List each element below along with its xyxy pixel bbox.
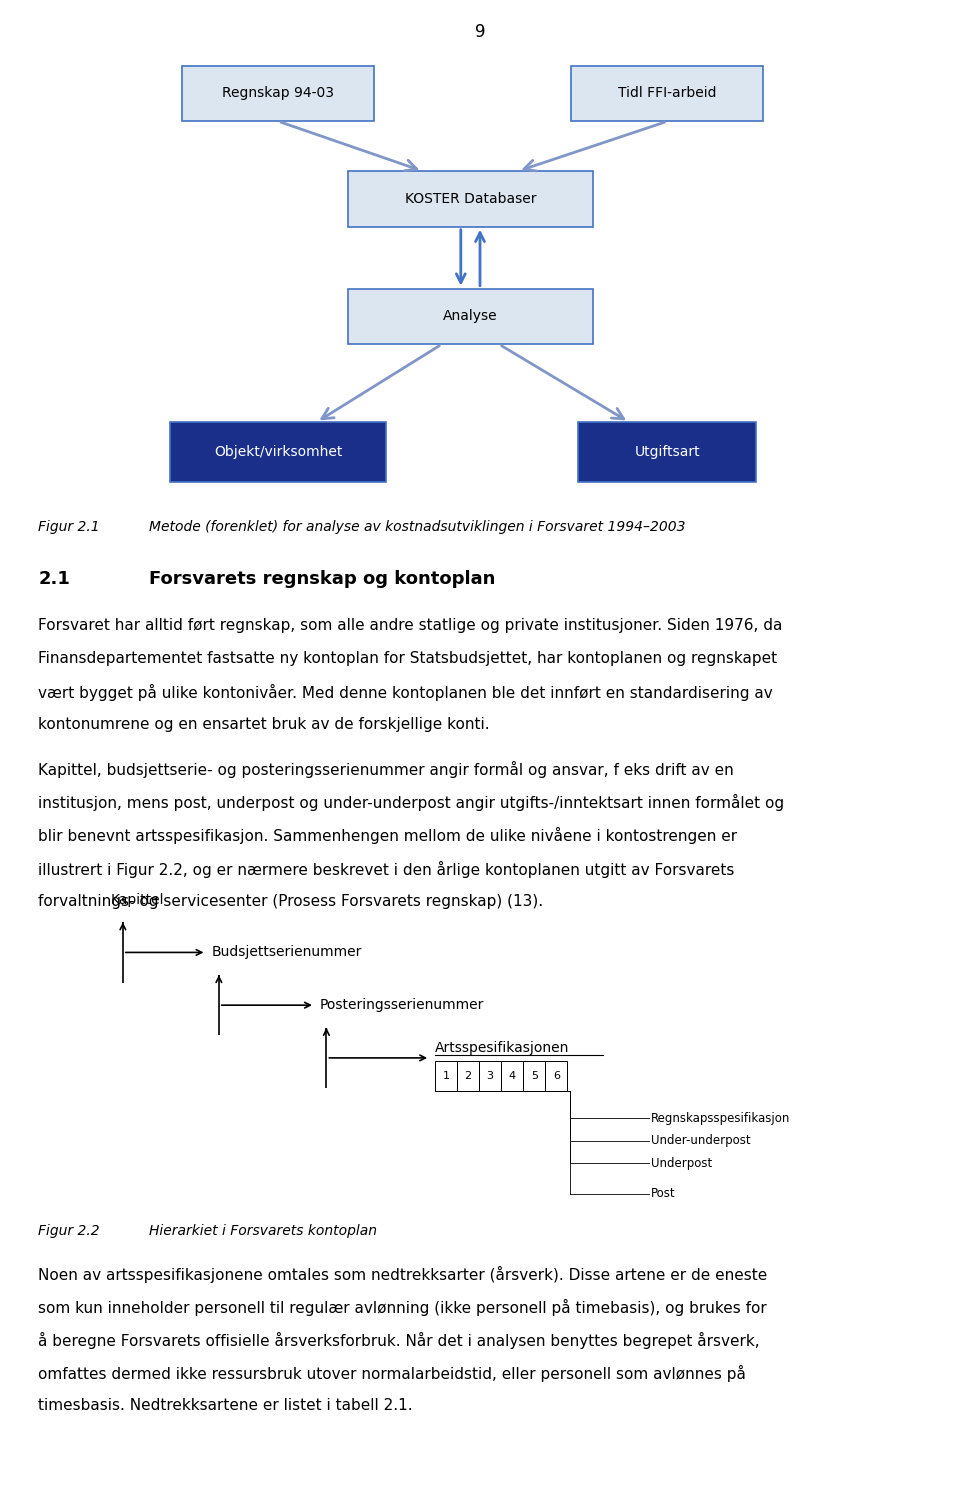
FancyBboxPatch shape (170, 422, 386, 482)
Text: 1: 1 (443, 1071, 449, 1081)
FancyBboxPatch shape (571, 65, 763, 122)
Text: Regnskap 94-03: Regnskap 94-03 (223, 86, 334, 101)
Text: vært bygget på ulike kontonivåer. Med denne kontoplanen ble det innført en stand: vært bygget på ulike kontonivåer. Med de… (38, 684, 773, 701)
Text: Tidl FFI-arbeid: Tidl FFI-arbeid (618, 86, 716, 101)
Text: Posteringsserienummer: Posteringsserienummer (320, 998, 484, 1013)
Bar (479, 1061, 501, 1091)
Text: Under-underpost: Under-underpost (651, 1135, 751, 1147)
Text: timesbasis. Nedtrekksartene er listet i tabell 2.1.: timesbasis. Nedtrekksartene er listet i … (38, 1398, 413, 1414)
Text: Metode (forenklet) for analyse av kostnadsutviklingen i Forsvaret 1994–2003: Metode (forenklet) for analyse av kostna… (149, 520, 685, 533)
Text: Post: Post (651, 1188, 676, 1200)
Text: 2.1: 2.1 (38, 570, 70, 588)
Text: 9: 9 (475, 23, 485, 41)
Text: Kapittel, budsjettserie- og posteringsserienummer angir formål og ansvar, f eks : Kapittel, budsjettserie- og posteringsse… (38, 761, 734, 778)
Text: Objekt/virksomhet: Objekt/virksomhet (214, 445, 343, 460)
FancyBboxPatch shape (578, 422, 756, 482)
Bar (501, 1061, 523, 1091)
Text: 5: 5 (531, 1071, 538, 1081)
Text: Regnskapsspesifikasjon: Regnskapsspesifikasjon (651, 1112, 790, 1124)
FancyBboxPatch shape (348, 170, 592, 226)
Text: Forsvarets regnskap og kontoplan: Forsvarets regnskap og kontoplan (149, 570, 495, 588)
Text: blir benevnt artsspesifikasjon. Sammenhengen mellom de ulike nivåene i kontostre: blir benevnt artsspesifikasjon. Sammenhe… (38, 827, 737, 844)
Text: Forsvaret har alltid ført regnskap, som alle andre statlige og private institusj: Forsvaret har alltid ført regnskap, som … (38, 618, 782, 633)
FancyBboxPatch shape (348, 288, 592, 344)
FancyBboxPatch shape (182, 65, 374, 122)
Text: som kun inneholder personell til regulær avlønning (ikke personell på timebasis): som kun inneholder personell til regulær… (38, 1299, 767, 1316)
Text: Noen av artsspesifikasjonene omtales som nedtrekksarter (årsverk). Disse artene : Noen av artsspesifikasjonene omtales som… (38, 1266, 768, 1282)
Text: Figur 2.2: Figur 2.2 (38, 1224, 100, 1237)
Text: å beregne Forsvarets offisielle årsverksforbruk. Når det i analysen benyttes beg: å beregne Forsvarets offisielle årsverks… (38, 1332, 760, 1349)
Bar (523, 1061, 545, 1091)
Text: 6: 6 (553, 1071, 560, 1081)
Text: omfattes dermed ikke ressursbruk utover normalarbeidstid, eller personell som av: omfattes dermed ikke ressursbruk utover … (38, 1365, 746, 1382)
Text: forvaltnings- og servicesenter (Prosess Forsvarets regnskap) (13).: forvaltnings- og servicesenter (Prosess … (38, 894, 543, 909)
Text: kontonumrene og en ensartet bruk av de forskjellige konti.: kontonumrene og en ensartet bruk av de f… (38, 717, 490, 732)
Text: KOSTER Databaser: KOSTER Databaser (405, 191, 536, 206)
Text: Analyse: Analyse (444, 309, 497, 324)
Text: Underpost: Underpost (651, 1157, 712, 1169)
Text: Finansdepartementet fastsatte ny kontoplan for Statsbudsjettet, har kontoplanen : Finansdepartementet fastsatte ny kontopl… (38, 651, 778, 666)
Text: Kapittel: Kapittel (110, 894, 164, 907)
Text: institusjon, mens post, underpost og under-underpost angir utgifts-/inntektsart : institusjon, mens post, underpost og und… (38, 794, 784, 811)
Text: Hierarkiet i Forsvarets kontoplan: Hierarkiet i Forsvarets kontoplan (149, 1224, 376, 1237)
Bar (545, 1061, 567, 1091)
Text: Figur 2.1: Figur 2.1 (38, 520, 100, 533)
Text: 3: 3 (487, 1071, 493, 1081)
Text: 2: 2 (465, 1071, 471, 1081)
Text: Budsjettserienummer: Budsjettserienummer (211, 945, 362, 960)
Text: Artsspesifikasjonen: Artsspesifikasjonen (435, 1041, 569, 1055)
Text: illustrert i Figur 2.2, og er nærmere beskrevet i den årlige kontoplanen utgitt : illustrert i Figur 2.2, og er nærmere be… (38, 860, 734, 877)
Bar (435, 1061, 457, 1091)
Text: Utgiftsart: Utgiftsart (635, 445, 700, 460)
Text: 4: 4 (509, 1071, 516, 1081)
Bar (457, 1061, 479, 1091)
